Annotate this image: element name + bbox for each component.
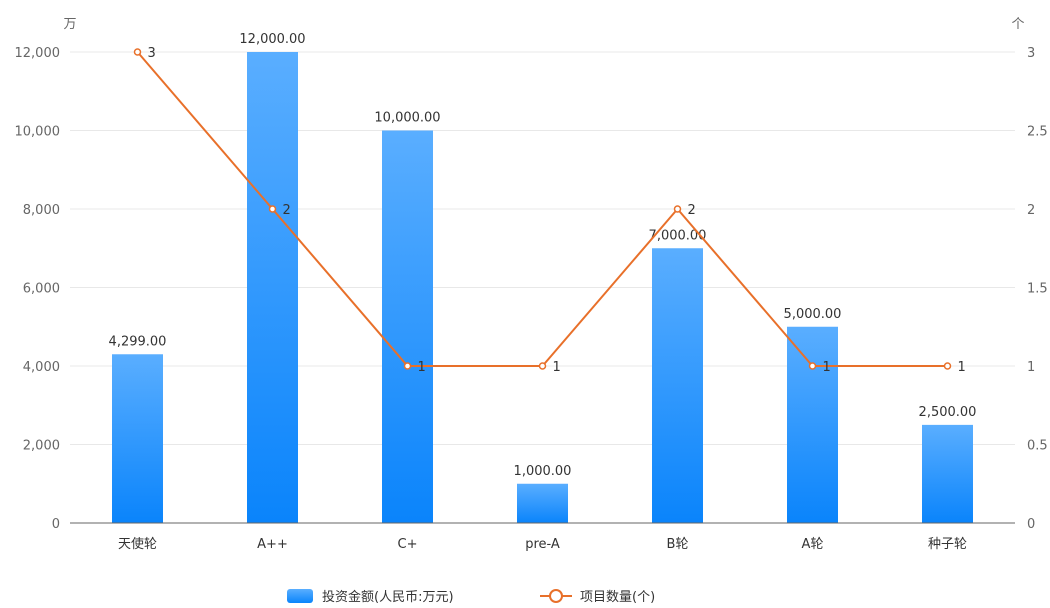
bar[interactable] <box>652 248 703 523</box>
category-label: pre-A <box>525 537 560 552</box>
left-tick-label: 0 <box>52 517 60 532</box>
right-axis-ticks: 0 0.5 1 1.5 2 2.5 3 <box>1027 46 1048 532</box>
left-tick-label: 2,000 <box>23 439 60 454</box>
left-tick-label: 10,000 <box>15 125 61 140</box>
category-label: C+ <box>398 537 418 552</box>
right-tick-label: 0 <box>1027 517 1035 532</box>
line-value-label: 2 <box>688 203 696 218</box>
right-tick-label: 1 <box>1027 360 1035 375</box>
legend[interactable]: 投资金额(人民币:万元) 项目数量(个) <box>287 589 655 605</box>
bar-value-label: 1,000.00 <box>514 464 572 479</box>
bar-value-label: 7,000.00 <box>649 228 707 243</box>
bar-value-label: 4,299.00 <box>109 334 167 349</box>
bar-value-label: 5,000.00 <box>784 307 842 322</box>
right-tick-label: 2 <box>1027 203 1035 218</box>
line-point[interactable] <box>673 205 682 213</box>
left-axis-ticks: 0 2,000 4,000 6,000 8,000 10,000 12,000 <box>15 46 61 532</box>
right-axis-unit: 个 <box>1011 17 1024 32</box>
legend-item-line[interactable]: 项目数量(个) <box>540 589 655 605</box>
right-tick-label: 3 <box>1027 46 1035 61</box>
bar-value-label: 2,500.00 <box>919 405 977 420</box>
line-series <box>133 48 952 370</box>
left-tick-label: 6,000 <box>23 282 60 297</box>
line-value-label: 1 <box>418 360 426 375</box>
legend-bar-swatch <box>287 589 313 603</box>
line-point[interactable] <box>403 362 412 370</box>
bar-data-labels: 4,299.00 12,000.00 10,000.00 1,000.00 7,000.… <box>109 32 977 479</box>
line-value-label: 1 <box>958 360 966 375</box>
gridlines <box>70 51 1015 445</box>
category-label: A++ <box>257 537 288 552</box>
category-labels: 天使轮 A++ C+ pre-A B轮 A轮 种子轮 <box>118 536 967 552</box>
right-tick-label: 1.5 <box>1027 282 1048 297</box>
right-tick-label: 0.5 <box>1027 439 1048 454</box>
bar[interactable] <box>247 52 298 523</box>
line-value-label: 1 <box>823 360 831 375</box>
bar[interactable] <box>517 483 568 523</box>
bar[interactable] <box>922 424 973 523</box>
bar[interactable] <box>382 130 433 524</box>
category-label: 种子轮 <box>928 537 967 552</box>
bar[interactable] <box>112 354 163 523</box>
line-value-label: 3 <box>148 46 156 61</box>
legend-item-bar[interactable]: 投资金额(人民币:万元) <box>287 589 454 605</box>
bar-series <box>112 52 973 523</box>
left-tick-label: 4,000 <box>23 360 60 375</box>
line-data-labels: 3 2 1 1 2 1 1 <box>148 46 966 375</box>
right-tick-label: 2.5 <box>1027 125 1048 140</box>
legend-bar-label: 投资金额(人民币:万元) <box>322 589 454 605</box>
line-point[interactable] <box>133 48 142 56</box>
category-label: B轮 <box>667 537 689 552</box>
left-tick-label: 8,000 <box>23 203 60 218</box>
legend-line-label: 项目数量(个) <box>580 590 655 605</box>
line-point[interactable] <box>943 362 952 370</box>
left-axis-unit: 万 <box>63 17 76 32</box>
category-label: A轮 <box>802 537 824 552</box>
bar-value-label: 12,000.00 <box>239 32 305 47</box>
legend-line-marker <box>549 589 563 603</box>
line-value-label: 2 <box>283 203 291 218</box>
line-point[interactable] <box>268 205 277 213</box>
category-label: 天使轮 <box>118 536 157 552</box>
bar[interactable] <box>787 326 838 523</box>
line-point[interactable] <box>808 362 817 370</box>
line-point[interactable] <box>538 362 547 370</box>
line-value-label: 1 <box>553 360 561 375</box>
bar-value-label: 10,000.00 <box>374 111 440 126</box>
left-tick-label: 12,000 <box>15 46 61 61</box>
